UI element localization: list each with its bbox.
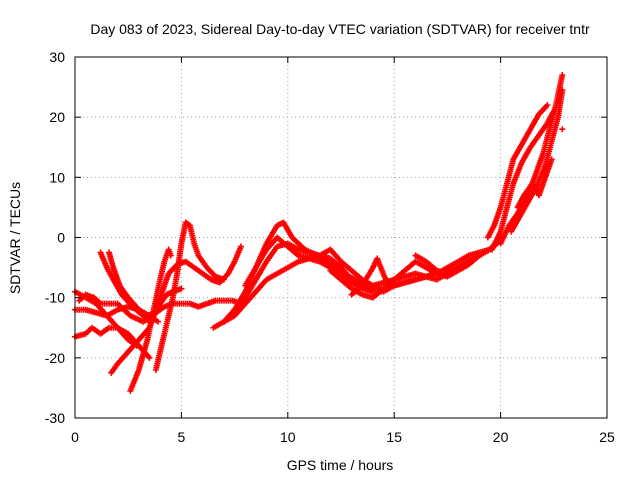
x-tick-label: 5 xyxy=(178,429,186,445)
data-series xyxy=(489,108,557,253)
x-tick-label: 10 xyxy=(280,429,296,445)
data-series xyxy=(231,240,376,313)
x-tick-label: 15 xyxy=(386,429,402,445)
data-series xyxy=(220,219,385,325)
data-point-marker xyxy=(544,102,551,109)
y-tick-label: -10 xyxy=(45,290,65,306)
y-tick-label: 20 xyxy=(49,109,65,125)
x-axis-label: GPS time / hours xyxy=(287,457,394,473)
data-point-marker xyxy=(548,156,555,163)
y-tick-label: 0 xyxy=(57,230,65,246)
x-tick-label: 25 xyxy=(599,429,615,445)
data-series xyxy=(152,219,227,373)
x-tick-label: 20 xyxy=(493,429,509,445)
data-point-marker xyxy=(559,72,566,79)
y-tick-label: 10 xyxy=(49,169,65,185)
data-point-marker xyxy=(167,252,174,259)
data-series xyxy=(127,246,174,394)
y-tick-label: -30 xyxy=(45,410,65,426)
data-point-marker xyxy=(559,126,566,133)
data-point-marker xyxy=(146,354,153,361)
data-point-marker xyxy=(237,243,244,250)
data-series xyxy=(106,249,244,319)
data-series xyxy=(72,324,153,361)
data-point-marker xyxy=(220,276,227,283)
data-point-marker xyxy=(154,318,161,325)
y-axis-label: SDTVAR / TECUs xyxy=(7,182,23,294)
data-point-marker xyxy=(559,87,566,94)
data-series xyxy=(497,72,566,247)
data-series xyxy=(514,156,555,211)
data-series xyxy=(484,102,551,241)
y-tick-label: -20 xyxy=(45,350,65,366)
data-series xyxy=(508,87,566,235)
x-tick-label: 0 xyxy=(71,429,79,445)
axis-ticks: 0 5 10 15 20 25 -30 -20 -10 0 10 20 30 xyxy=(45,49,615,445)
data-series xyxy=(559,126,566,133)
data-point-marker xyxy=(178,285,185,292)
data-points xyxy=(72,72,566,394)
chart-title: Day 083 of 2023, Sidereal Day-to-day VTE… xyxy=(90,21,590,37)
y-tick-label: 30 xyxy=(49,49,65,65)
